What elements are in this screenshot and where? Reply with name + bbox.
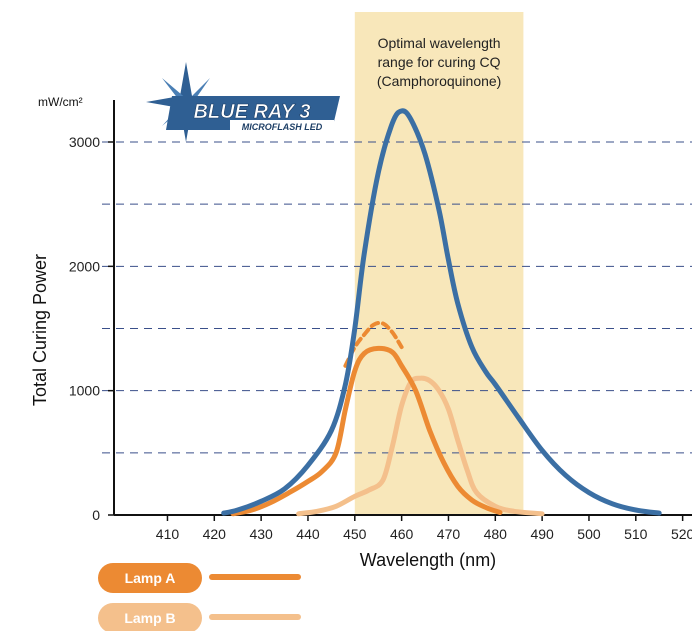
- y-tick-label: 2000: [69, 258, 100, 274]
- x-tick-label: 430: [249, 526, 273, 542]
- x-axis-title: Wavelength (nm): [360, 550, 496, 570]
- series-lines: [221, 108, 662, 517]
- y-tick-label: 3000: [69, 134, 100, 150]
- blue-ray-3-logo: BLUE RAY 3 MICROFLASH LED: [146, 62, 340, 142]
- series-line-blue-ray-3: [221, 108, 662, 516]
- y-unit-label: mW/cm²: [38, 95, 83, 109]
- band-label-line-1: Optimal wavelength: [378, 35, 501, 51]
- x-tick-label: 490: [530, 526, 554, 542]
- x-tick-label: 480: [484, 526, 508, 542]
- optimal-wavelength-band: [354, 12, 524, 515]
- x-tick-label: 510: [624, 526, 648, 542]
- legend-lamp-b-pill: [98, 603, 202, 631]
- legend-lamp-a-label: Lamp A: [125, 570, 176, 586]
- x-tick-label: 420: [203, 526, 227, 542]
- x-tick-label: 450: [343, 526, 367, 542]
- axes: 0 1000 2000 3000 410 420 430 440 450 460 470 480 490…: [69, 100, 692, 542]
- x-tick-label: 440: [296, 526, 320, 542]
- legend-lamp-b-label: Lamp B: [124, 610, 175, 626]
- logo-subtitle-bg: [230, 120, 334, 132]
- grid-lines: [102, 141, 692, 454]
- band-label-line-3: (Camphoroquinone): [377, 73, 502, 89]
- x-tick-label: 500: [577, 526, 601, 542]
- legend: Lamp A Lamp B: [98, 563, 301, 631]
- x-tick-label: 470: [437, 526, 461, 542]
- x-tick-label: 460: [390, 526, 414, 542]
- y-axis-title: Total Curing Power: [30, 254, 50, 406]
- x-tick-label: 410: [156, 526, 180, 542]
- x-tick-label: 520: [671, 526, 692, 542]
- series-dashed-peak-lamp-a: [343, 320, 404, 368]
- series-line-lamp-b: [296, 375, 545, 517]
- y-tick-label: 0: [92, 507, 100, 523]
- logo-title: BLUE RAY 3: [193, 101, 310, 123]
- y-tick-label: 1000: [69, 383, 100, 399]
- legend-lamp-a-pill: [98, 563, 202, 593]
- logo-subtitle: MICROFLASH LED: [242, 122, 323, 132]
- series-line-lamp-a: [230, 345, 503, 517]
- band-label-line-2: range for curing CQ: [378, 54, 501, 70]
